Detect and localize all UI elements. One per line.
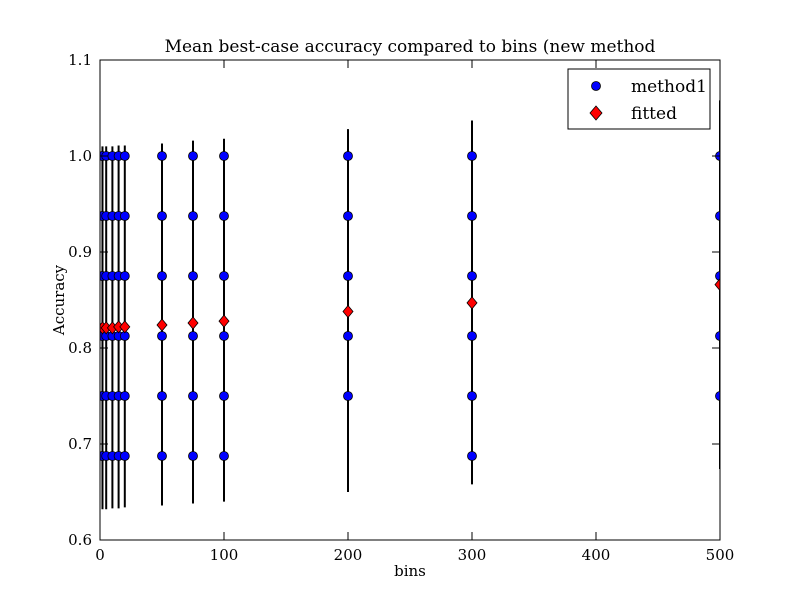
legend-marker-fitted — [589, 105, 603, 121]
x-tick-label: 200 — [334, 546, 363, 564]
fitted-point — [218, 314, 230, 328]
y-tick-label: 0.7 — [68, 435, 92, 453]
method1-point — [157, 151, 167, 161]
fitted-layer — [100, 278, 720, 335]
method1-point — [467, 331, 477, 341]
legend-box — [567, 68, 711, 130]
y-tick-label: 0.9 — [68, 243, 92, 261]
y-tick-label: 1.1 — [68, 51, 92, 69]
legend-marker-method1 — [591, 81, 601, 91]
plot-area — [100, 60, 720, 540]
points-layer — [100, 151, 720, 461]
method1-point — [188, 451, 198, 461]
fitted-point — [714, 278, 720, 292]
method1-point — [715, 271, 720, 281]
method1-point — [188, 391, 198, 401]
method1-point — [188, 331, 198, 341]
x-tick-label: 400 — [582, 546, 611, 564]
method1-point — [715, 331, 720, 341]
legend-label-fitted: fitted — [631, 104, 677, 124]
method1-point — [119, 391, 130, 401]
method1-point — [343, 151, 353, 161]
fitted-point — [187, 316, 199, 330]
method1-point — [188, 211, 198, 221]
y-axis-label: Accuracy — [50, 264, 68, 336]
method1-point — [219, 211, 229, 221]
method1-point — [219, 451, 229, 461]
method1-point — [119, 271, 130, 281]
method1-point — [467, 211, 477, 221]
method1-point — [188, 151, 198, 161]
method1-point — [157, 451, 167, 461]
method1-point — [119, 151, 130, 161]
method1-point — [467, 151, 477, 161]
chart-title: Mean best-case accuracy compared to bins… — [165, 37, 656, 57]
method1-point — [343, 331, 353, 341]
method1-point — [157, 331, 167, 341]
method1-point — [157, 271, 167, 281]
method1-point — [467, 271, 477, 281]
method1-point — [119, 451, 130, 461]
method1-point — [467, 391, 477, 401]
method1-point — [343, 391, 353, 401]
x-tick-label: 300 — [458, 546, 487, 564]
y-tick-label: 1.0 — [68, 147, 92, 165]
fitted-point — [156, 318, 168, 332]
legend: method1 fitted — [567, 68, 711, 130]
x-tick-label: 0 — [95, 546, 105, 564]
x-axis-label: bins — [394, 562, 426, 580]
method1-point — [343, 211, 353, 221]
method1-point — [188, 271, 198, 281]
y-tick-label: 0.6 — [68, 531, 92, 549]
method1-point — [157, 391, 167, 401]
x-tick-label: 500 — [706, 546, 735, 564]
method1-point — [715, 211, 720, 221]
ticks-layer: 0 100 200 300 400 500 0.6 0.7 0.8 0.9 1.0 1.1 — [68, 51, 734, 564]
x-tick-label: 100 — [210, 546, 239, 564]
y-tick-label: 0.8 — [68, 339, 92, 357]
method1-point — [715, 391, 720, 401]
method1-point — [119, 211, 130, 221]
legend-label-method1: method1 — [631, 77, 707, 97]
method1-point — [219, 151, 229, 161]
method1-point — [219, 331, 229, 341]
plot-frame — [99, 59, 721, 541]
fitted-point — [119, 320, 131, 334]
method1-point — [219, 391, 229, 401]
method1-point — [219, 271, 229, 281]
method1-point — [343, 271, 353, 281]
method1-point — [467, 451, 477, 461]
fitted-point — [466, 296, 478, 310]
method1-point — [157, 211, 167, 221]
fitted-point — [342, 304, 354, 319]
